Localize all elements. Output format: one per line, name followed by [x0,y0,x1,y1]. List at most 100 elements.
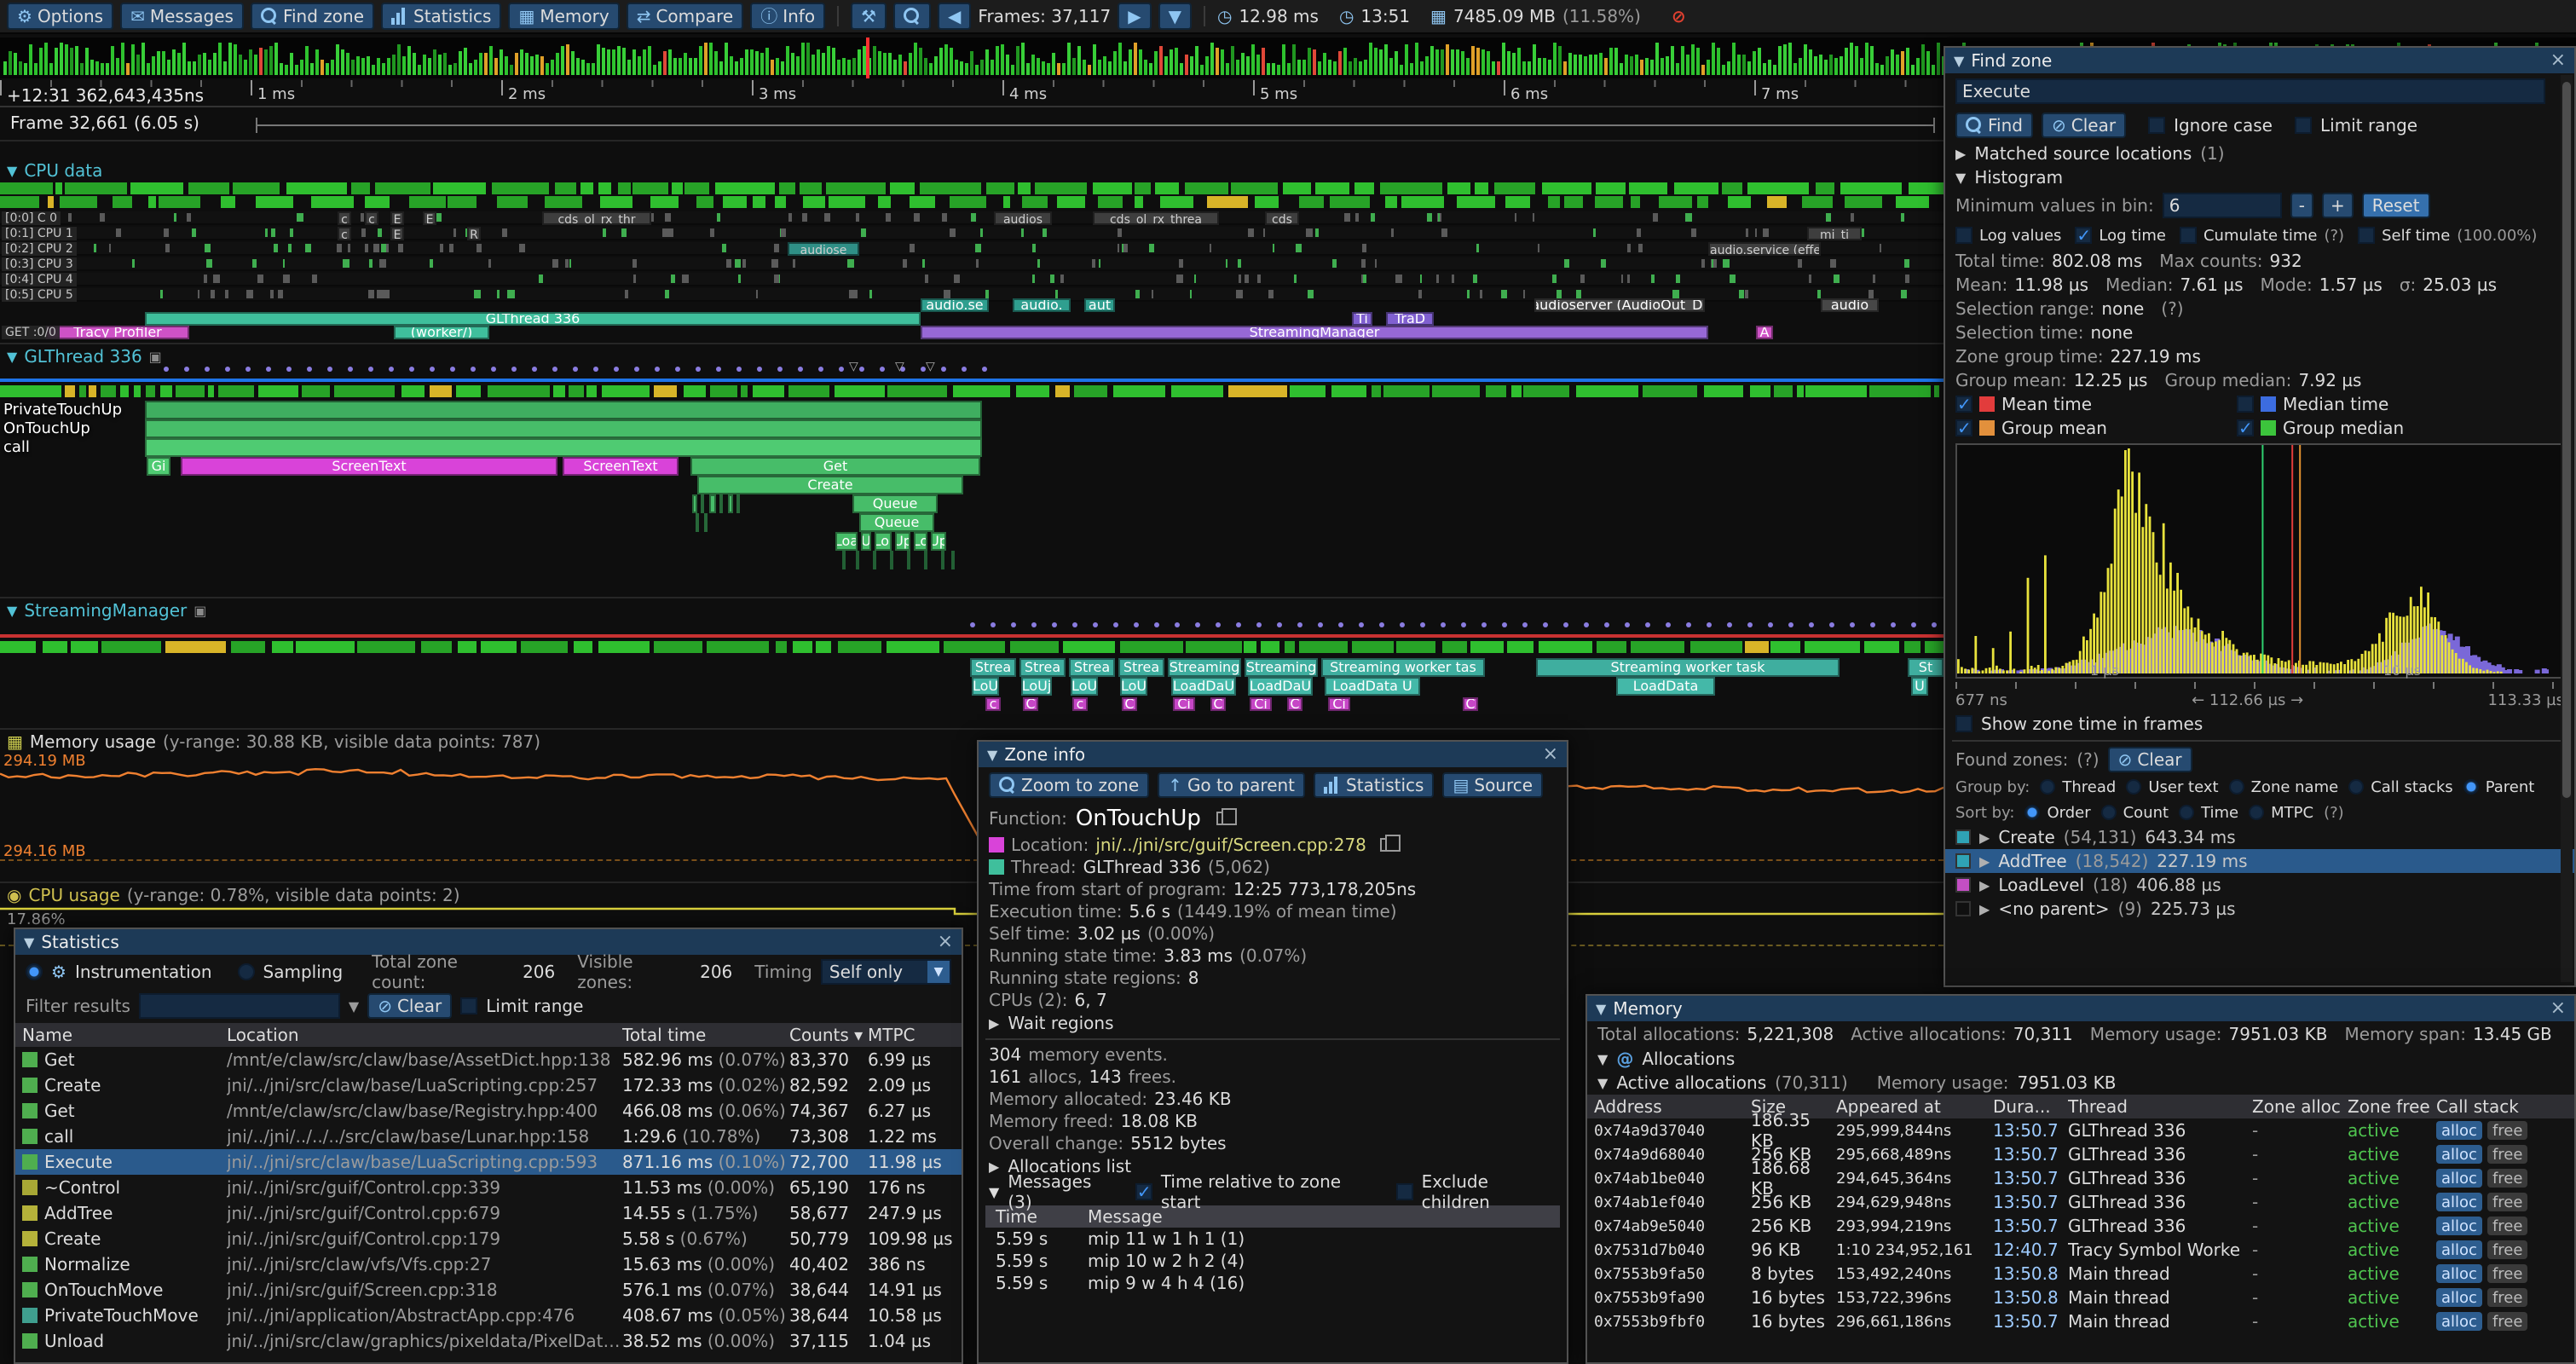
zone[interactable] [728,494,733,513]
copy-icon[interactable] [1379,835,1401,852]
radio-option[interactable]: MTPC [2249,804,2313,822]
info-button[interactable]: ⓘ Info [750,3,826,30]
alloc-callstack-chip[interactable]: alloc [2436,1121,2482,1140]
notification-off-icon[interactable]: ⊘ [1671,6,1686,26]
message-marker-icon[interactable]: ▽ [926,360,935,373]
sample-dot[interactable] [859,367,864,372]
sample-dot[interactable] [368,367,373,372]
sample-dot[interactable] [1625,622,1630,627]
sample-dot[interactable] [880,367,885,372]
sample-dot[interactable] [1236,622,1241,627]
zone[interactable] [145,419,982,438]
frame-dropdown-button[interactable]: ▼ [1158,3,1192,30]
allocations-toggle[interactable]: ▼ @ Allocations [1597,1049,1736,1069]
sample-dot[interactable] [1338,622,1343,627]
cpu-usage-header[interactable]: ◉ CPU usage (y-range: 0.78%, visible data … [7,885,460,905]
radio-icon[interactable] [2228,779,2244,795]
sample-dot[interactable] [1216,622,1221,627]
zone[interactable]: Create [697,476,963,494]
zone[interactable] [692,494,697,513]
radio-icon[interactable] [2024,805,2041,820]
sample-dot[interactable] [307,367,312,372]
cpu-zone[interactable]: E [390,211,404,225]
memory-titlebar[interactable]: ▼ Memory × [1587,996,2574,1021]
alloc-callstack-chip[interactable]: alloc [2436,1288,2482,1307]
matched-locations-toggle[interactable]: ▶ Matched source locations (1) [1955,143,2225,164]
message-row[interactable]: 5.59 s mip 9 w 4 h 4 (16) [985,1272,1560,1294]
ignore-case-checkbox[interactable] [2148,117,2166,134]
zone[interactable]: c [1072,697,1088,711]
sample-dot[interactable] [450,367,455,372]
collapse-arrow-icon[interactable]: ▼ [989,1183,1000,1200]
legend-checkbox[interactable] [2237,418,2254,438]
sample-dot[interactable] [1584,622,1589,627]
zone[interactable]: LoadDaU [1171,677,1236,696]
close-icon[interactable]: × [2550,997,2566,1019]
cpu-zone[interactable]: E [390,227,404,240]
cpu-thread-bar[interactable]: A [1756,326,1773,339]
sample-dot[interactable] [1256,622,1262,627]
sample-dot[interactable] [798,367,803,372]
zone[interactable] [736,494,740,513]
zone[interactable]: C [1463,697,1478,711]
zone-info-titlebar[interactable]: ▼ Zone info × [979,742,1567,767]
sample-dot[interactable] [491,367,496,372]
radio-option[interactable]: Count [2100,804,2169,822]
zone[interactable]: Streaming [1245,658,1318,677]
free-callstack-chip[interactable]: free [2486,1288,2528,1307]
zone[interactable]: LoU [1120,677,1147,696]
alloc-callstack-chip[interactable]: alloc [2436,1169,2482,1188]
zone[interactable] [907,551,910,569]
allocation-row[interactable]: 0x7553b9fbf0 16 bytes 296,661,186ns 13:50.7… [1587,1309,2574,1333]
find-zone-scrollbar[interactable] [2561,75,2573,982]
sample-dot[interactable] [696,367,701,372]
sample-dot[interactable] [1666,622,1671,627]
radio-option[interactable]: Parent [2463,778,2534,796]
zone[interactable] [709,494,716,513]
sample-dot[interactable] [1277,622,1282,627]
zone[interactable]: LoU [1071,677,1098,696]
message-marker-icon[interactable]: ▽ [849,360,858,373]
thread-pin-icon[interactable]: ▣ [148,348,162,365]
found-zone-row[interactable]: ▶ LoadLevel (18) 406.88 µs [1945,873,2574,897]
radio-icon[interactable] [2100,805,2117,820]
sample-dot[interactable] [184,367,189,372]
sample-dot[interactable] [1154,622,1159,627]
found-zone-row[interactable]: ▶ AddTree (18,542) 227.19 ms [1945,849,2574,873]
cpu-zone[interactable]: audiose [788,242,859,256]
radio-icon[interactable] [2126,779,2142,795]
memory-table-header[interactable]: Address Size Appeared at Dura... Thread … [1587,1095,2574,1118]
sample-dot[interactable] [1870,622,1875,627]
legend-checkbox[interactable] [1955,418,1972,438]
zone[interactable]: LoadData U [1325,677,1420,696]
thread-pin-icon[interactable]: ▣ [193,602,207,619]
table-row[interactable]: Execute jni/../jni/src/claw/base/LuaScrip… [15,1149,962,1175]
memory-usage-plot[interactable] [0,752,1944,863]
zone[interactable] [842,551,846,569]
sample-dot[interactable] [1195,622,1200,627]
sample-dot[interactable] [982,367,987,372]
cpu-thread-bar[interactable]: (worker/) [394,326,489,339]
free-callstack-chip[interactable]: free [2486,1145,2528,1164]
cpu-zone[interactable]: cds [1265,211,1299,225]
allocation-row[interactable]: 0x7553b9fa90 16 bytes 153,722,396ns 13:50.8… [1587,1286,2574,1309]
collapse-arrow-icon[interactable]: ▼ [1954,52,1965,69]
table-row[interactable]: Create jni/../jni/src/guif/Control.cpp:17… [15,1226,962,1251]
cpu-zone[interactable]: R [467,227,481,240]
sample-dot[interactable] [245,367,251,372]
sample-dot[interactable] [634,367,639,372]
alloc-callstack-chip[interactable]: alloc [2436,1217,2482,1235]
collapse-arrow-icon[interactable]: ▼ [24,933,35,951]
zone[interactable]: Get [690,457,980,476]
sample-dot[interactable] [532,367,537,372]
zone[interactable]: Strea [1118,658,1164,677]
collapse-arrow-icon[interactable]: ▼ [987,746,998,763]
cpu-zone[interactable]: cds_ol_rx_thr [542,211,651,225]
cpu-thread-bar[interactable]: Tracy Profiler [46,326,189,339]
radio-icon[interactable] [2040,779,2056,795]
statistics-titlebar[interactable]: ▼ Statistics × [15,929,962,955]
sample-dot[interactable] [1011,622,1016,627]
zone[interactable] [145,401,982,419]
cpu-zone[interactable]: E [423,211,436,225]
